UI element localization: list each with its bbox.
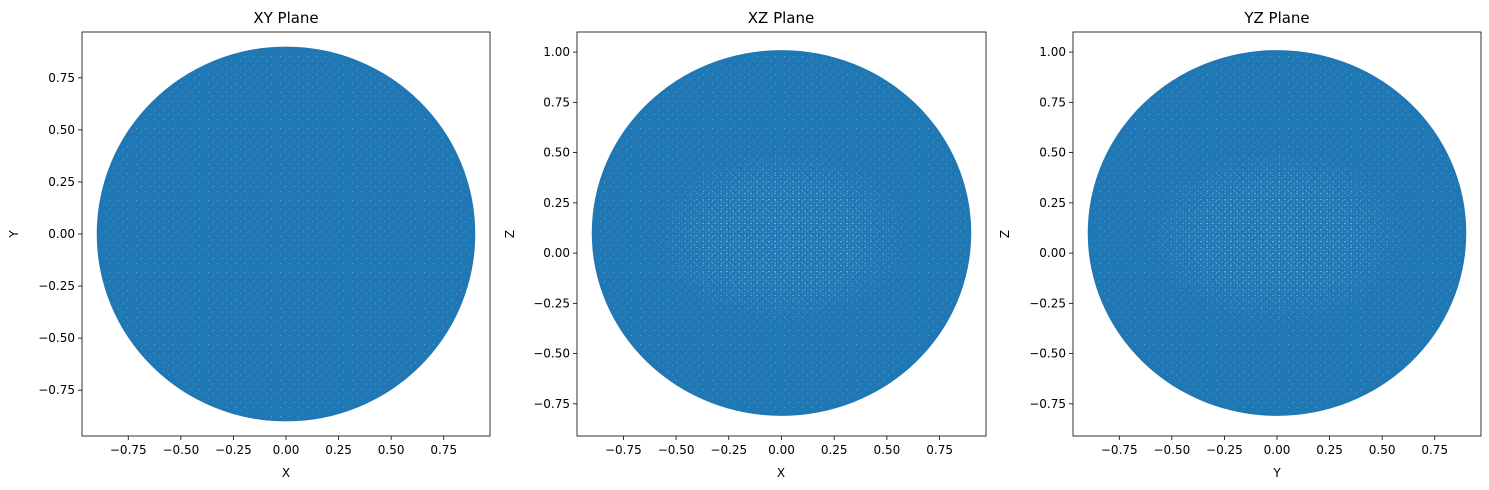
x-axis-label: X xyxy=(777,466,785,480)
x-tick-label: −0.25 xyxy=(1206,443,1243,457)
y-tick-label: 0.50 xyxy=(543,146,570,160)
x-tick-label: 0.00 xyxy=(768,443,795,457)
y-tick-label: −0.50 xyxy=(533,347,570,361)
y-tick-label: −0.25 xyxy=(38,279,75,293)
chart-title: XZ Plane xyxy=(748,9,814,27)
chart-title: YZ Plane xyxy=(1243,9,1309,27)
y-tick-label: 0.75 xyxy=(1039,95,1066,109)
x-tick-label: 0.25 xyxy=(325,443,352,457)
scatter-texture xyxy=(100,50,472,418)
y-tick-label: 0.50 xyxy=(48,123,75,137)
y-axis-ticks: −0.75 −0.50 −0.25 0.00 0.25 0.50 0.75 1.00 xyxy=(533,45,577,411)
y-axis-label: Z xyxy=(998,230,1012,238)
x-tick-label: 0.00 xyxy=(273,443,300,457)
x-tick-label: 0.50 xyxy=(1369,443,1396,457)
y-tick-label: 0.00 xyxy=(48,227,75,241)
y-tick-label: 0.25 xyxy=(1039,196,1066,210)
x-tick-label: −0.25 xyxy=(710,443,747,457)
x-tick-label: −0.75 xyxy=(605,443,642,457)
y-tick-label: 0.25 xyxy=(543,196,570,210)
panel-xy-plane: −0.75 −0.50 −0.25 0.00 0.25 0.50 0.75 −0.75−0.… xyxy=(7,9,491,480)
x-tick-label: −0.50 xyxy=(1153,443,1190,457)
point-cloud xyxy=(96,46,476,422)
x-tick-label: −0.25 xyxy=(215,443,252,457)
x-tick-label: −0.75 xyxy=(110,443,147,457)
x-tick-label: −0.50 xyxy=(658,443,695,457)
x-axis-ticks: −0.75 −0.50 −0.25 0.00 0.25 0.50 0.75 xyxy=(110,436,457,457)
x-tick-label: 0.00 xyxy=(1264,443,1291,457)
y-axis-label: Z xyxy=(503,230,517,238)
y-tick-label: 0.75 xyxy=(48,71,75,85)
y-axis-label: Y xyxy=(7,230,21,239)
x-tick-label: 0.75 xyxy=(926,443,953,457)
point-cloud xyxy=(1087,50,1467,416)
plot-frame xyxy=(1072,31,1482,437)
y-axis-ticks: −0.75 −0.50 −0.25 0.00 0.25 0.50 0.75 1.00 xyxy=(1029,45,1073,411)
x-tick-label: 0.75 xyxy=(430,443,457,457)
x-tick-label: 0.25 xyxy=(1316,443,1343,457)
x-tick-label: 0.75 xyxy=(1421,443,1448,457)
x-tick-label: 0.50 xyxy=(378,443,405,457)
panel-yz-plane: −0.75 −0.50 −0.25 0.00 0.25 0.50 0.75 −0.75−0.… xyxy=(998,9,1482,480)
y-tick-label: −0.50 xyxy=(38,331,75,345)
point-cloud xyxy=(591,50,972,416)
plot-frame xyxy=(576,31,987,437)
x-tick-label: 0.50 xyxy=(874,443,901,457)
x-tick-label: 0.25 xyxy=(821,443,848,457)
y-tick-label: 1.00 xyxy=(543,45,570,59)
y-tick-label: 0.75 xyxy=(543,95,570,109)
y-tick-label: 0.50 xyxy=(1039,146,1066,160)
y-tick-label: −0.75 xyxy=(38,383,75,397)
x-tick-label: −0.75 xyxy=(1101,443,1138,457)
y-tick-label: 1.00 xyxy=(1039,45,1066,59)
y-tick-label: −0.50 xyxy=(1029,347,1066,361)
x-axis-ticks: −0.75 −0.50 −0.25 0.00 0.25 0.50 0.75 xyxy=(1101,436,1448,457)
scatter-sparse-region xyxy=(1140,145,1414,329)
y-tick-label: 0.25 xyxy=(48,175,75,189)
y-tick-label: 0.00 xyxy=(1039,246,1066,260)
x-axis-label: X xyxy=(282,466,290,480)
chart-title: XY Plane xyxy=(253,9,318,27)
y-tick-label: −0.25 xyxy=(1029,296,1066,310)
y-axis-ticks: −0.75 −0.50 −0.25 0.00 0.25 0.50 0.75 xyxy=(38,71,82,397)
plot-frame xyxy=(81,31,491,437)
y-tick-label: 0.00 xyxy=(543,246,570,260)
y-tick-label: −0.75 xyxy=(533,397,570,411)
scatter-sparse-region xyxy=(644,145,919,329)
x-axis-label: Y xyxy=(1272,466,1281,480)
y-tick-label: −0.75 xyxy=(1029,397,1066,411)
x-tick-label: −0.50 xyxy=(162,443,199,457)
x-axis-ticks: −0.75 −0.50 −0.25 0.00 0.25 0.50 0.75 xyxy=(605,436,953,457)
panel-xz-plane: −0.75 −0.50 −0.25 0.00 0.25 0.50 0.75 −0.75−0.… xyxy=(503,9,987,480)
y-tick-label: −0.25 xyxy=(533,296,570,310)
